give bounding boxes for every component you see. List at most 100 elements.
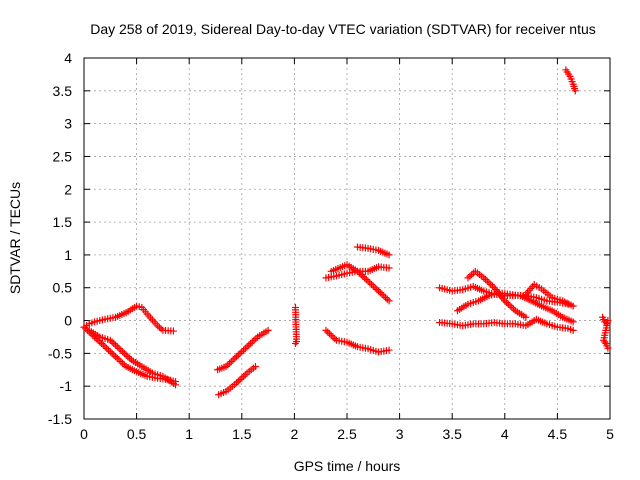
data-point (375, 287, 383, 295)
data-point (119, 348, 127, 356)
y-tick-label: 2.5 (53, 148, 73, 164)
x-tick-label: 4.5 (548, 426, 568, 442)
data-point (233, 353, 241, 361)
data-point (112, 341, 120, 349)
y-tick-label: 0.5 (53, 280, 73, 296)
data-point (106, 348, 114, 356)
data-point (385, 297, 393, 305)
data-point (601, 338, 609, 346)
x-tick-label: 0.5 (127, 426, 147, 442)
data-point (117, 358, 125, 366)
y-tick-label: 2 (64, 181, 72, 197)
data-point (385, 251, 393, 259)
data-point (371, 284, 379, 292)
data-point (103, 344, 111, 352)
data-point (157, 325, 165, 333)
data-point (362, 276, 370, 284)
data-point (169, 327, 177, 335)
data-point (110, 340, 118, 348)
data-point (569, 326, 577, 334)
data-point (291, 340, 299, 348)
data-point (101, 343, 109, 351)
data-point (485, 279, 493, 287)
data-point (483, 277, 491, 285)
data-point (99, 341, 107, 349)
data-point (329, 333, 337, 341)
y-tick-label: 0 (64, 313, 72, 329)
data-point (240, 346, 248, 354)
data-point (366, 279, 374, 287)
data-point (234, 377, 242, 385)
data-point (172, 381, 180, 389)
y-tick-label: -0.5 (48, 345, 72, 361)
x-tick-label: 3 (396, 426, 404, 442)
data-point (466, 272, 474, 280)
data-point (322, 326, 330, 334)
data-point (115, 344, 123, 352)
data-point (508, 303, 516, 311)
series-arc-c (85, 326, 180, 389)
data-point (124, 353, 132, 361)
data-point (264, 326, 272, 334)
y-tick-label: 1 (64, 247, 72, 263)
data-point (238, 348, 246, 356)
grid-lines (84, 58, 610, 419)
data-point (245, 341, 253, 349)
data-point (241, 344, 249, 352)
data-point (227, 358, 235, 366)
series-arc-n (464, 267, 530, 321)
data-point (236, 376, 244, 384)
data-point (376, 289, 384, 297)
data-point (240, 372, 248, 380)
data-point (373, 285, 381, 293)
data-point (369, 282, 377, 290)
series-arc-m (453, 289, 577, 326)
series-arc-q (599, 313, 612, 352)
series-arc-l (436, 315, 577, 334)
chart-title: Day 258 of 2019, Sidereal Day-to-day VTE… (90, 21, 596, 37)
data-point (569, 302, 577, 310)
data-point (251, 362, 259, 370)
data-point (231, 354, 239, 362)
x-tick-label: 5 (606, 426, 614, 442)
data-point (238, 374, 246, 382)
series-arc-f (291, 303, 301, 348)
y-tick-label: 3.5 (53, 83, 73, 99)
series-arc-o (522, 280, 577, 310)
y-axis-label: SDTVAR / TECUs (7, 182, 23, 294)
data-point (385, 264, 393, 272)
data-point (487, 280, 495, 288)
data-point (113, 343, 121, 351)
data-point (522, 313, 530, 321)
data-point (324, 328, 332, 336)
data-point (464, 274, 472, 282)
data-point (482, 276, 490, 284)
data-point (248, 338, 256, 346)
data-point (122, 351, 130, 359)
series-arc-e (215, 362, 259, 399)
data-point (361, 274, 369, 282)
data-point (489, 282, 497, 290)
data-point (113, 354, 121, 362)
x-tick-label: 1 (185, 426, 193, 442)
data-point (98, 340, 106, 348)
data-point (380, 292, 388, 300)
y-tick-label: 3 (64, 116, 72, 132)
data-point (506, 302, 514, 310)
y-tick-label: -1.5 (48, 411, 72, 427)
data-point (325, 330, 333, 338)
data-point (383, 295, 391, 303)
axis-ticks: 0 0.5 1 1.5 2 2.5 3 3.5 4 4.5 5 -1.5 -1 -0.5 0 0.5 1 1.5 2… (48, 50, 614, 442)
x-tick-label: 3.5 (442, 426, 462, 442)
data-point (468, 271, 476, 279)
data-point (117, 346, 125, 354)
data-point (234, 351, 242, 359)
x-tick-label: 2.5 (337, 426, 357, 442)
data-point (503, 298, 511, 306)
data-point (241, 371, 249, 379)
x-tick-label: 1.5 (232, 426, 252, 442)
data-point (604, 344, 612, 352)
y-tick-label: -1 (60, 378, 73, 394)
y-tick-label: 4 (64, 50, 72, 66)
